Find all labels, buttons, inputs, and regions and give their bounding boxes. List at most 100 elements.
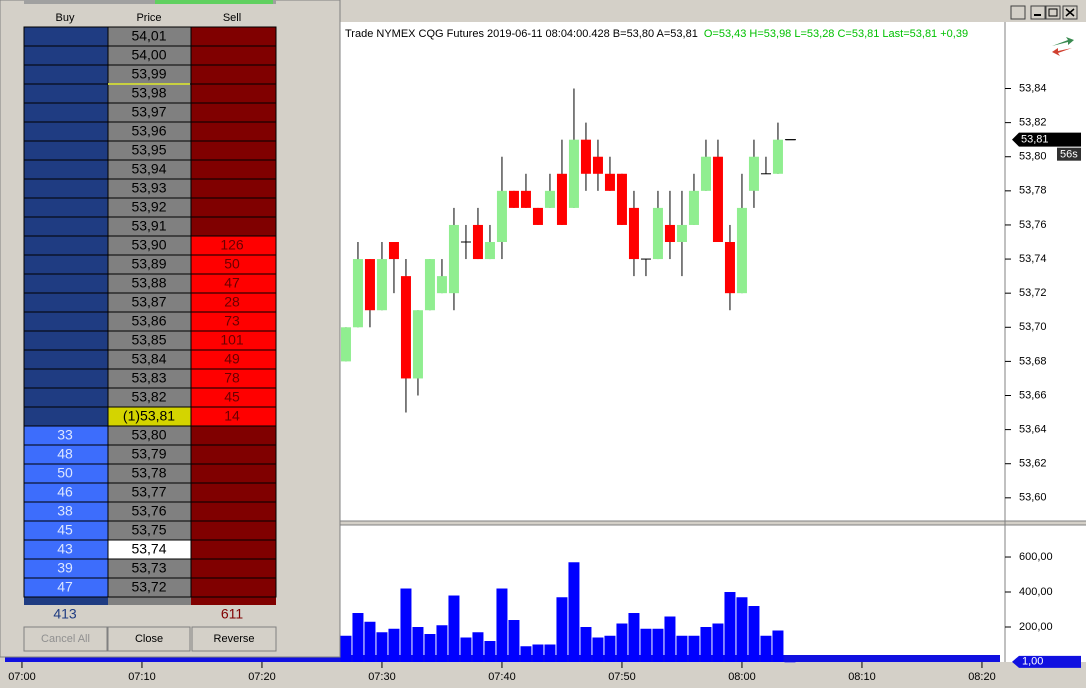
y-tick-label: 53,84: [1019, 82, 1047, 94]
sell-cell: [190, 159, 277, 180]
x-tick-label: 07:50: [608, 671, 636, 683]
candle-body: [388, 242, 399, 260]
candle-body: [652, 207, 663, 260]
price: 53,82: [131, 389, 166, 405]
sell-cell: [190, 539, 277, 560]
buy-size: 48: [57, 446, 73, 462]
y-tick-label: 53,70: [1019, 321, 1047, 333]
candle-body: [604, 173, 615, 191]
x-tick-label: 08:00: [728, 671, 756, 683]
y-tick-label: 53,80: [1019, 151, 1047, 163]
volume-bar: [436, 625, 448, 662]
window-controls: [1010, 5, 1078, 20]
sell-size: 78: [224, 370, 240, 386]
sell-size: 50: [224, 256, 240, 272]
volume-bar: [640, 628, 652, 662]
candle-body: [520, 190, 531, 208]
sell-cell: [190, 425, 277, 446]
price: 53,98: [131, 85, 166, 101]
price: 53,73: [131, 560, 166, 576]
volume-bar: [604, 635, 616, 662]
price-marker-box: [1012, 132, 1081, 147]
price: 53,99: [131, 66, 166, 82]
volume-bar: [508, 620, 520, 662]
volume-bar: [412, 627, 424, 662]
volume-bar: [376, 632, 388, 662]
buy-cell: [23, 235, 109, 256]
candle-body: [496, 190, 507, 243]
price: 53,87: [131, 294, 166, 310]
button[interactable]: [191, 626, 277, 652]
y-tick-label: 53,64: [1019, 424, 1047, 436]
price: 54,00: [131, 47, 166, 63]
price-panel: [340, 22, 1086, 521]
volume-bar: [688, 635, 700, 662]
candle-body: [472, 224, 483, 260]
buy-cell: [23, 311, 109, 332]
candle-body: [424, 259, 435, 311]
candle-body: [340, 327, 351, 362]
candle-body: [484, 242, 495, 260]
buy-cell: [23, 121, 109, 142]
countdown-box: [1057, 147, 1081, 161]
volume-bar: [424, 634, 436, 662]
tab-strip-green: [155, 0, 273, 4]
buy-cell: [23, 197, 109, 218]
chart-title: Trade NYMEX CQG Futures 2019-06-11 08:04…: [345, 28, 698, 40]
volume-bar: [388, 628, 400, 662]
buy-cell: [23, 102, 109, 123]
volume-bar: [568, 562, 580, 662]
maximize-button[interactable]: [1045, 5, 1061, 20]
buy-size: 43: [57, 541, 73, 557]
sell-size: 45: [224, 389, 240, 405]
volume-bar: [664, 616, 676, 662]
price: 53,91: [131, 218, 166, 234]
buy-size: 50: [57, 465, 73, 481]
sell-cell: [190, 178, 277, 199]
button-label[interactable]: Cancel All: [41, 633, 90, 645]
price: 53,83: [131, 370, 166, 386]
column-header: Buy: [56, 12, 75, 24]
minimize-button[interactable]: [1030, 5, 1046, 20]
countdown: 56s: [1060, 149, 1078, 161]
volume-marker-box: [1012, 655, 1081, 668]
candle-body: [508, 190, 519, 208]
price: (1)53,81: [123, 408, 175, 424]
x-tick-label: 07:30: [368, 671, 396, 683]
buy-cell: [23, 387, 109, 408]
button[interactable]: [23, 626, 108, 652]
price: 53,75: [131, 522, 166, 538]
sell-cell: [190, 140, 277, 161]
candle-body: [676, 224, 687, 243]
y-tick-label: 53,62: [1019, 458, 1047, 470]
button-label[interactable]: Close: [135, 633, 163, 645]
volume-bar: [400, 588, 412, 662]
icon-arrow: [1052, 37, 1074, 46]
volume-bar: [352, 613, 364, 662]
volume-bar: [784, 661, 796, 663]
volume-bar: [496, 588, 508, 662]
price: 53,94: [131, 161, 166, 177]
cqg-icon[interactable]: [1052, 37, 1074, 56]
button-label[interactable]: Reverse: [214, 633, 255, 645]
icon-arrow: [1052, 48, 1072, 56]
sell-cell: [190, 482, 277, 503]
candle-body: [556, 173, 567, 225]
price: 53,76: [131, 503, 166, 519]
restore-button[interactable]: [1010, 5, 1026, 20]
buy-size: 45: [57, 522, 73, 538]
button[interactable]: [107, 626, 191, 652]
candle-body: [700, 156, 711, 191]
volume-bar: [484, 641, 496, 662]
buy-cell: [23, 216, 109, 237]
sell-cell: [190, 197, 277, 218]
sell-cell: [190, 463, 277, 484]
x-tick-label: 08:10: [848, 671, 876, 683]
buy-cell: [23, 140, 109, 161]
price: 53,95: [131, 142, 166, 158]
buy-cell: [23, 26, 109, 47]
column-header: Sell: [223, 12, 241, 24]
column-header: Price: [136, 12, 161, 24]
candle-body: [616, 173, 627, 225]
y-tick-label: 53,74: [1019, 253, 1047, 265]
